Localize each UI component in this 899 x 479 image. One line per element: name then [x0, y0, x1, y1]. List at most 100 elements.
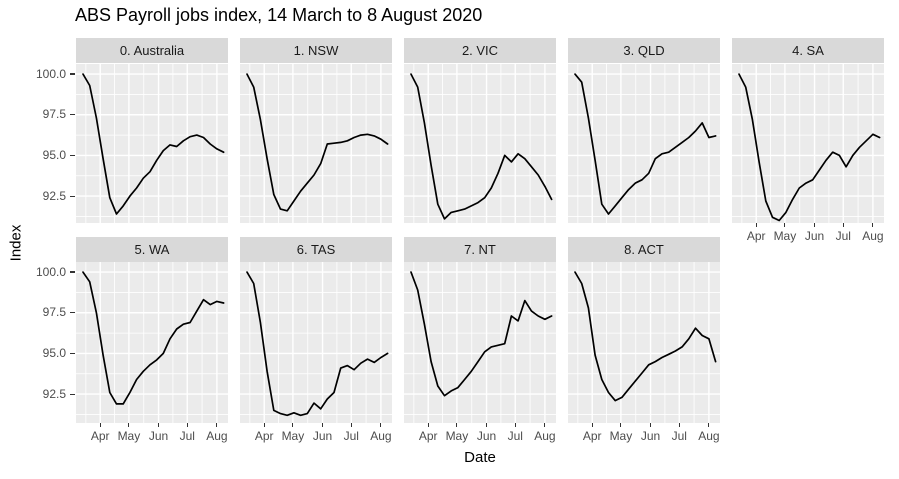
panel-background [404, 64, 556, 223]
x-tick-mark [784, 223, 786, 227]
panel-background [76, 64, 228, 223]
panel-background [568, 64, 720, 223]
x-tick-mark [128, 423, 130, 427]
series-line-0-australia [82, 73, 225, 215]
x-tick-mark [456, 423, 458, 427]
facet-plot-0-australia [76, 64, 228, 223]
facet-strip-6-tas: 6. TAS [240, 237, 392, 262]
y-tick-mark [70, 73, 75, 75]
panel-background [568, 262, 720, 423]
series-line-1-nsw [246, 73, 389, 212]
facet-plot-1-nsw [240, 64, 392, 223]
panel-background [240, 64, 392, 223]
y-tick-label: 97.5 [42, 305, 66, 320]
x-tick-mark [649, 423, 652, 427]
x-tick-label: Jun [312, 429, 333, 443]
x-tick-mark [514, 423, 516, 427]
y-tick-label: 92.5 [42, 188, 66, 203]
series-line-5-wa [82, 271, 225, 405]
y-tick-mark [70, 271, 75, 273]
panel-background [76, 262, 228, 423]
facet-strip-label: 1. NSW [293, 43, 339, 58]
x-tick-mark [186, 423, 188, 427]
facet-plot-3-qld [568, 64, 720, 223]
x-tick-label: Jun [640, 429, 661, 443]
series-line-6-tas [246, 271, 389, 417]
x-tick-label: Jul [835, 229, 851, 243]
x-tick-mark [591, 423, 593, 427]
x-tick-label: Aug [206, 429, 228, 443]
x-tick-mark [813, 223, 816, 227]
x-tick-label: Apr [582, 429, 602, 443]
x-tick-label: May [281, 429, 305, 443]
y-tick-label: 100.0 [35, 66, 66, 81]
y-tick-mark [70, 154, 75, 157]
x-tick-mark [263, 423, 265, 427]
x-tick-mark [292, 423, 294, 427]
x-tick-label: Jul [179, 429, 195, 443]
x-tick-label: Jul [343, 429, 359, 443]
series-line-4-sa [738, 73, 881, 222]
x-tick-mark [544, 423, 546, 427]
facet-strip-1-nsw: 1. NSW [240, 38, 392, 63]
facet-plot-7-nt [404, 262, 556, 423]
chart-title: ABS Payroll jobs index, 14 March to 8 Au… [75, 5, 483, 25]
x-tick-label: Apr [254, 429, 274, 443]
x-tick-label: Apr [90, 429, 110, 443]
x-tick-mark [427, 423, 429, 427]
y-tick-mark [70, 195, 75, 197]
facet-plot-2-vic [404, 64, 556, 223]
y-axis-title: Index [7, 224, 25, 262]
x-tick-mark [350, 423, 352, 427]
x-axis-title: Date [464, 449, 496, 466]
facet-strip-label: 0. Australia [119, 43, 185, 58]
x-tick-mark [216, 423, 218, 427]
x-tick-label: Aug [534, 429, 556, 443]
x-tick-mark [321, 423, 324, 427]
series-line-8-act [574, 271, 717, 402]
y-tick-mark [70, 114, 75, 116]
panel-background [240, 262, 392, 423]
x-tick-mark [380, 423, 382, 427]
facet-strip-label: 6. TAS [296, 242, 336, 257]
series-line-3-qld [574, 73, 717, 215]
y-tick-mark [70, 352, 75, 355]
facet-strip-7-nt: 7. NT [404, 237, 556, 262]
x-tick-label: Aug [862, 229, 884, 243]
facet-strip-label: 3. QLD [623, 43, 665, 58]
series-line-2-vic [410, 73, 553, 220]
facet-strip-label: 4. SA [792, 43, 824, 58]
x-tick-mark [872, 223, 874, 227]
facet-strip-3-qld: 3. QLD [568, 38, 720, 63]
facet-plot-8-act [568, 262, 720, 423]
y-tick-label: 100.0 [35, 264, 66, 279]
x-tick-label: Jun [148, 429, 169, 443]
x-tick-mark [485, 423, 488, 427]
x-tick-label: Aug [370, 429, 392, 443]
y-tick-mark [70, 312, 75, 314]
x-tick-label: Jun [804, 229, 825, 243]
x-tick-label: Jul [671, 429, 687, 443]
x-tick-label: May [609, 429, 633, 443]
x-tick-mark [620, 423, 622, 427]
x-tick-label: May [773, 229, 797, 243]
facet-strip-label: 8. ACT [624, 242, 664, 257]
facet-plot-5-wa [76, 262, 228, 423]
x-tick-mark [755, 223, 757, 227]
facet-plot-4-sa [732, 64, 884, 223]
x-tick-mark [678, 423, 680, 427]
x-tick-label: Jul [507, 429, 523, 443]
facet-strip-label: 7. NT [464, 242, 496, 257]
facet-strip-0-australia: 0. Australia [76, 38, 228, 63]
x-tick-label: Apr [746, 229, 766, 243]
x-tick-mark [842, 223, 844, 227]
facet-strip-8-act: 8. ACT [568, 237, 720, 262]
facet-strip-5-wa: 5. WA [76, 237, 228, 262]
panel-background [404, 262, 556, 423]
facet-plot-6-tas [240, 262, 392, 423]
panel-background [732, 64, 884, 223]
x-tick-label: Jun [476, 429, 497, 443]
series-line-7-nt [410, 271, 553, 397]
x-tick-label: Aug [698, 429, 720, 443]
